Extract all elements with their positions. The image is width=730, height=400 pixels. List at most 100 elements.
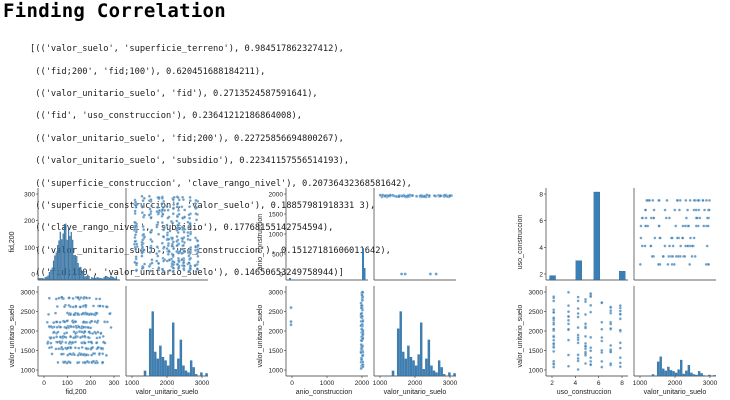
histogram-bar — [58, 240, 60, 281]
scatter-point — [64, 326, 68, 330]
histogram-bar — [111, 276, 113, 281]
scatter-point — [140, 205, 144, 209]
scatter-point — [75, 325, 79, 330]
histogram-bar — [414, 365, 418, 377]
scatter-point — [52, 321, 56, 325]
scatter-point — [552, 365, 556, 369]
histogram-bar — [409, 356, 413, 377]
histogram-bar — [156, 358, 160, 377]
histogram-bar — [427, 339, 431, 377]
scatter-point — [182, 258, 186, 263]
x-tick-label: 1000 — [125, 380, 140, 387]
scatter-point — [171, 240, 175, 244]
xlabel-right: valor_unitario_suelo — [136, 389, 199, 396]
histogram-bar — [159, 345, 162, 377]
histogram-bar — [61, 239, 63, 281]
scatter-point — [361, 332, 365, 337]
output-line: (('superficie_construccion', 'clave_rang… — [30, 178, 412, 189]
scatter-point — [134, 269, 138, 273]
y-tick-label: 3000 — [21, 290, 36, 297]
scatter-point — [65, 331, 69, 335]
histogram-bar — [59, 231, 61, 281]
scatter-point — [397, 194, 401, 199]
scatter-point — [148, 207, 152, 211]
scatter-point — [609, 322, 613, 326]
scatter-point — [157, 209, 161, 213]
scatter-point — [194, 236, 198, 240]
scatter-point — [289, 323, 293, 327]
scatter-point — [609, 305, 613, 309]
histogram-bar — [593, 191, 600, 281]
scatter-point — [182, 264, 186, 268]
scatter-point — [448, 194, 452, 198]
y-tick-label: 4 — [539, 245, 543, 252]
histogram-bar — [685, 370, 688, 377]
histogram-bar — [73, 255, 75, 281]
scatter-point — [663, 244, 667, 248]
scatter-point — [665, 198, 669, 202]
pairplot-fid-200: 0 100 200 300 1000 1500 2000 2500 3000 0 100 200 300… — [9, 188, 210, 396]
histogram-bar — [443, 374, 446, 377]
scatter-point — [566, 327, 571, 331]
scatter-point — [673, 208, 677, 212]
histogram-bar — [200, 372, 203, 377]
scatter-point — [674, 224, 678, 228]
scatter-point — [166, 241, 171, 246]
ylabel-bottom: valor_unitario_suelo — [9, 305, 16, 368]
scatter-point — [55, 325, 59, 329]
scatter-point — [149, 246, 153, 250]
y-tick-label: 2500 — [269, 309, 284, 316]
scatter-point — [176, 208, 181, 212]
x-tick-label: 4 — [574, 380, 578, 387]
histogram-bar — [108, 277, 111, 281]
histogram-bar — [690, 372, 693, 377]
scatter-point — [133, 235, 137, 239]
scatter-point — [644, 216, 648, 220]
scatter-point — [150, 204, 154, 208]
y-tick-label: 1000 — [269, 368, 284, 375]
scatter-point — [165, 223, 169, 227]
scatter-point — [707, 198, 712, 202]
histogram-bar — [664, 370, 668, 377]
scatter-point — [95, 320, 99, 324]
scatter-point — [196, 254, 200, 258]
scatter-point — [677, 208, 681, 212]
scatter-point — [576, 341, 580, 345]
scatter-point — [104, 353, 108, 357]
scatter-point — [108, 312, 112, 316]
scatter-point — [83, 330, 87, 334]
scatter-point — [566, 310, 571, 314]
histogram-bar — [703, 375, 706, 377]
scatter-point — [95, 336, 99, 340]
scatter-point — [683, 224, 687, 228]
scatter-point — [133, 260, 137, 264]
scatter-point — [694, 224, 698, 228]
scatter-point — [54, 297, 58, 301]
scatter-point — [170, 244, 174, 248]
scatter-point — [643, 208, 647, 212]
scatter-point — [552, 295, 556, 299]
scatter-point — [166, 208, 170, 212]
scatter-point — [141, 199, 145, 203]
scatter-point — [156, 220, 160, 224]
x-tick-label: 0 — [42, 380, 46, 387]
xlabel-right: valor_unitario_suelo — [644, 389, 707, 396]
scatter-point — [688, 198, 692, 202]
scatter-point — [64, 340, 68, 345]
scatter-point — [86, 335, 90, 339]
y-tick-label: 2500 — [529, 309, 544, 316]
scatter-point — [576, 312, 580, 316]
scatter-point — [82, 320, 86, 324]
histogram-bar — [697, 371, 701, 377]
scatter-point — [552, 342, 556, 346]
scatter-point — [77, 330, 82, 334]
histogram-bar — [57, 245, 59, 281]
scatter-point — [576, 326, 580, 330]
scatter-point — [707, 208, 711, 212]
scatter-point — [600, 359, 604, 363]
scatter-point — [170, 236, 174, 240]
scatter-point — [165, 259, 169, 263]
scatter-point — [155, 252, 159, 256]
histogram-bar — [437, 360, 441, 377]
